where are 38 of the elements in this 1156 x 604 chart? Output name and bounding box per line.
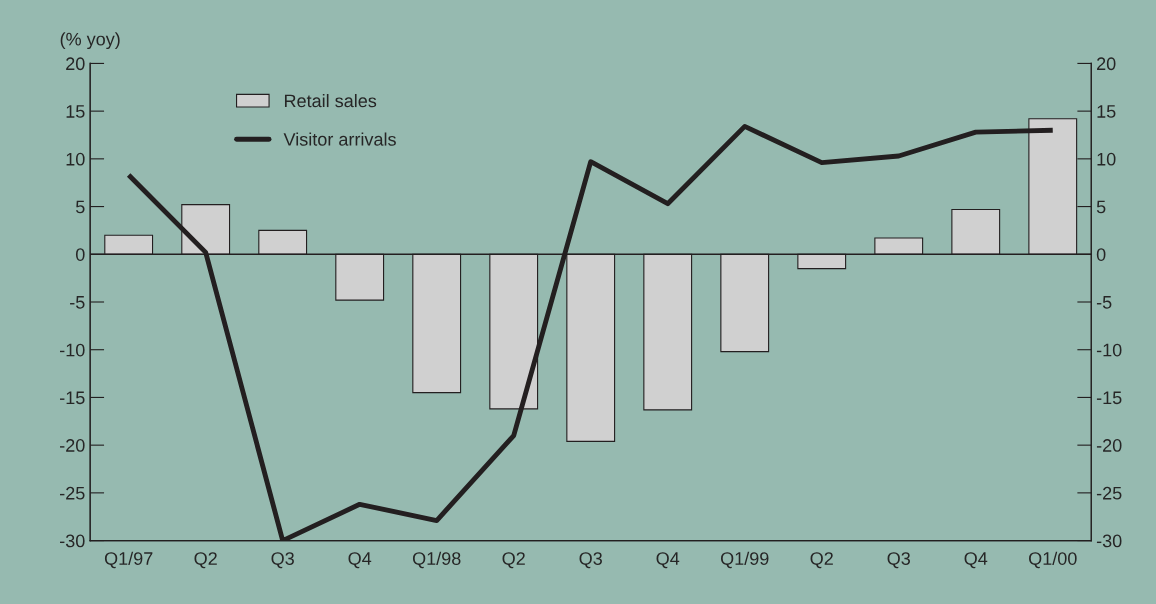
- y-tick-label: 5: [75, 200, 85, 214]
- y2-tick-label: -25: [1096, 486, 1122, 500]
- y2-tick-label: -10: [1096, 343, 1122, 357]
- x-tick-label: Q2: [810, 552, 833, 569]
- y-tick-label: 15: [66, 105, 85, 118]
- y2-tick-label: 0: [1096, 248, 1106, 261]
- y2-tick-label: -5: [1096, 296, 1112, 309]
- y-tick-label: -5: [70, 296, 85, 309]
- y2-tick-label: 10: [1097, 152, 1116, 166]
- y2-tick-label: 15: [1097, 105, 1116, 118]
- y2-tick-label: -20: [1096, 439, 1122, 452]
- x-tick-label: Q1/00: [1029, 551, 1077, 569]
- x-tick-label: Q3: [579, 552, 602, 569]
- y-tick-label: -20: [60, 439, 85, 452]
- y-axis-title: (% yoy): [60, 32, 120, 50]
- y2-tick-label: -30: [1096, 534, 1122, 548]
- y2-tick-label: 20: [1097, 57, 1116, 71]
- legend-label: Retail sales: [284, 93, 377, 108]
- y-tick-label: 10: [66, 152, 85, 166]
- x-tick-label: Q1/98: [412, 551, 461, 569]
- y-tick-label: 0: [75, 248, 85, 261]
- x-tick-label: Q4: [348, 552, 372, 569]
- y2-tick-label: -15: [1096, 391, 1122, 405]
- x-tick-label: Q3: [887, 552, 910, 569]
- x-tick-label: Q3: [271, 552, 294, 569]
- y-tick-label: -25: [60, 486, 85, 500]
- x-tick-label: Q2: [502, 552, 525, 569]
- legend-label: Visitor arrivals: [283, 132, 396, 146]
- y-tick-label: -15: [60, 391, 85, 405]
- y-tick-label: 20: [66, 57, 85, 71]
- y-tick-label: -10: [60, 343, 85, 357]
- x-tick-label: Q4: [656, 552, 680, 569]
- x-tick-label: Q1/97: [104, 551, 153, 569]
- y2-tick-label: 5: [1096, 200, 1106, 214]
- x-tick-label: Q1/99: [720, 551, 769, 569]
- x-tick-label: Q4: [964, 552, 988, 569]
- y-tick-label: -30: [60, 534, 85, 548]
- x-tick-label: Q2: [194, 552, 217, 569]
